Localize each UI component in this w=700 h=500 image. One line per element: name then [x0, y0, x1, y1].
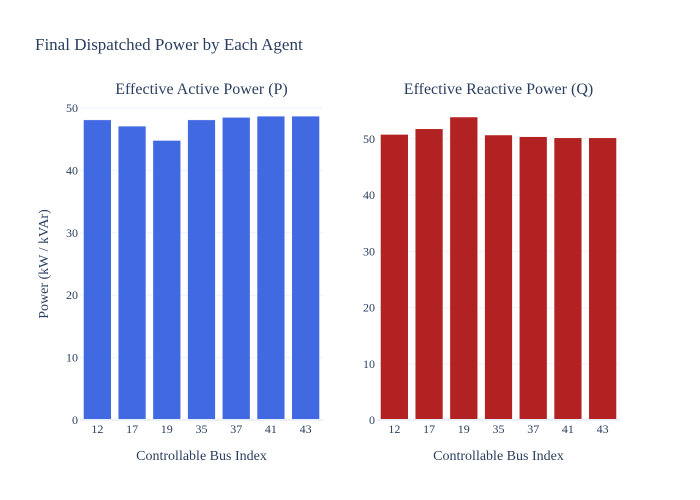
x-tick-label: 43	[597, 422, 609, 436]
y-tick-label: 50	[66, 101, 78, 115]
x-tick-label: 41	[562, 422, 574, 436]
bar-12	[83, 119, 112, 421]
y-tick-label: 40	[363, 188, 375, 202]
x-tick-label: 17	[126, 422, 138, 436]
reactive-power-panel: 0 10 20 30 40 50 12 17 19 35 37 41 43 Effective React…	[363, 81, 620, 464]
y-tick-label: 30	[363, 244, 375, 258]
bar-12	[380, 134, 409, 421]
bar-37	[519, 136, 548, 421]
bar-35	[484, 134, 513, 421]
x-tick-label: 35	[196, 422, 208, 436]
bar-41	[553, 137, 583, 421]
bar-19	[152, 140, 181, 421]
x-tick-label: 37	[230, 422, 242, 436]
y-tick-label: 0	[72, 413, 78, 427]
x-tick-label: 19	[458, 422, 470, 436]
bar-19	[449, 116, 478, 421]
figure-title: Final Dispatched Power by Each Agent	[35, 35, 303, 54]
x-tick-label: 41	[265, 422, 277, 436]
active-power-panel: 0 10 20 30 40 50 12 17 19 35 37 41 43 Effective Activ…	[37, 81, 323, 464]
bar-35	[187, 119, 216, 421]
bar-17	[414, 128, 444, 421]
bar-17	[117, 125, 147, 421]
bar-37	[222, 117, 251, 421]
x-tick-label: 37	[527, 422, 539, 436]
x-tick-label: 43	[300, 422, 312, 436]
bar-43	[291, 115, 320, 421]
x-tick-label: 19	[161, 422, 173, 436]
x-axis-label: Controllable Bus Index	[136, 449, 267, 464]
y-tick-label: 20	[66, 288, 78, 302]
y-tick-label: 20	[363, 301, 375, 315]
x-tick-label: 35	[493, 422, 505, 436]
bar-43	[588, 137, 617, 421]
subplot-title: Effective Active Power (P)	[115, 81, 288, 98]
y-tick-label: 0	[369, 413, 375, 427]
x-axis-label: Controllable Bus Index	[433, 449, 564, 464]
y-tick-label: 40	[66, 163, 78, 177]
subplot-title: Effective Reactive Power (Q)	[404, 81, 593, 98]
bar-41	[256, 115, 286, 421]
y-axis-label: Power (kW / kVAr)	[37, 209, 52, 319]
x-tick-label: 12	[388, 422, 400, 436]
y-tick-label: 50	[363, 132, 375, 146]
y-tick-label: 30	[66, 226, 78, 240]
y-tick-label: 10	[363, 357, 375, 371]
x-tick-label: 17	[423, 422, 435, 436]
y-tick-label: 10	[66, 351, 78, 365]
x-tick-label: 12	[91, 422, 103, 436]
